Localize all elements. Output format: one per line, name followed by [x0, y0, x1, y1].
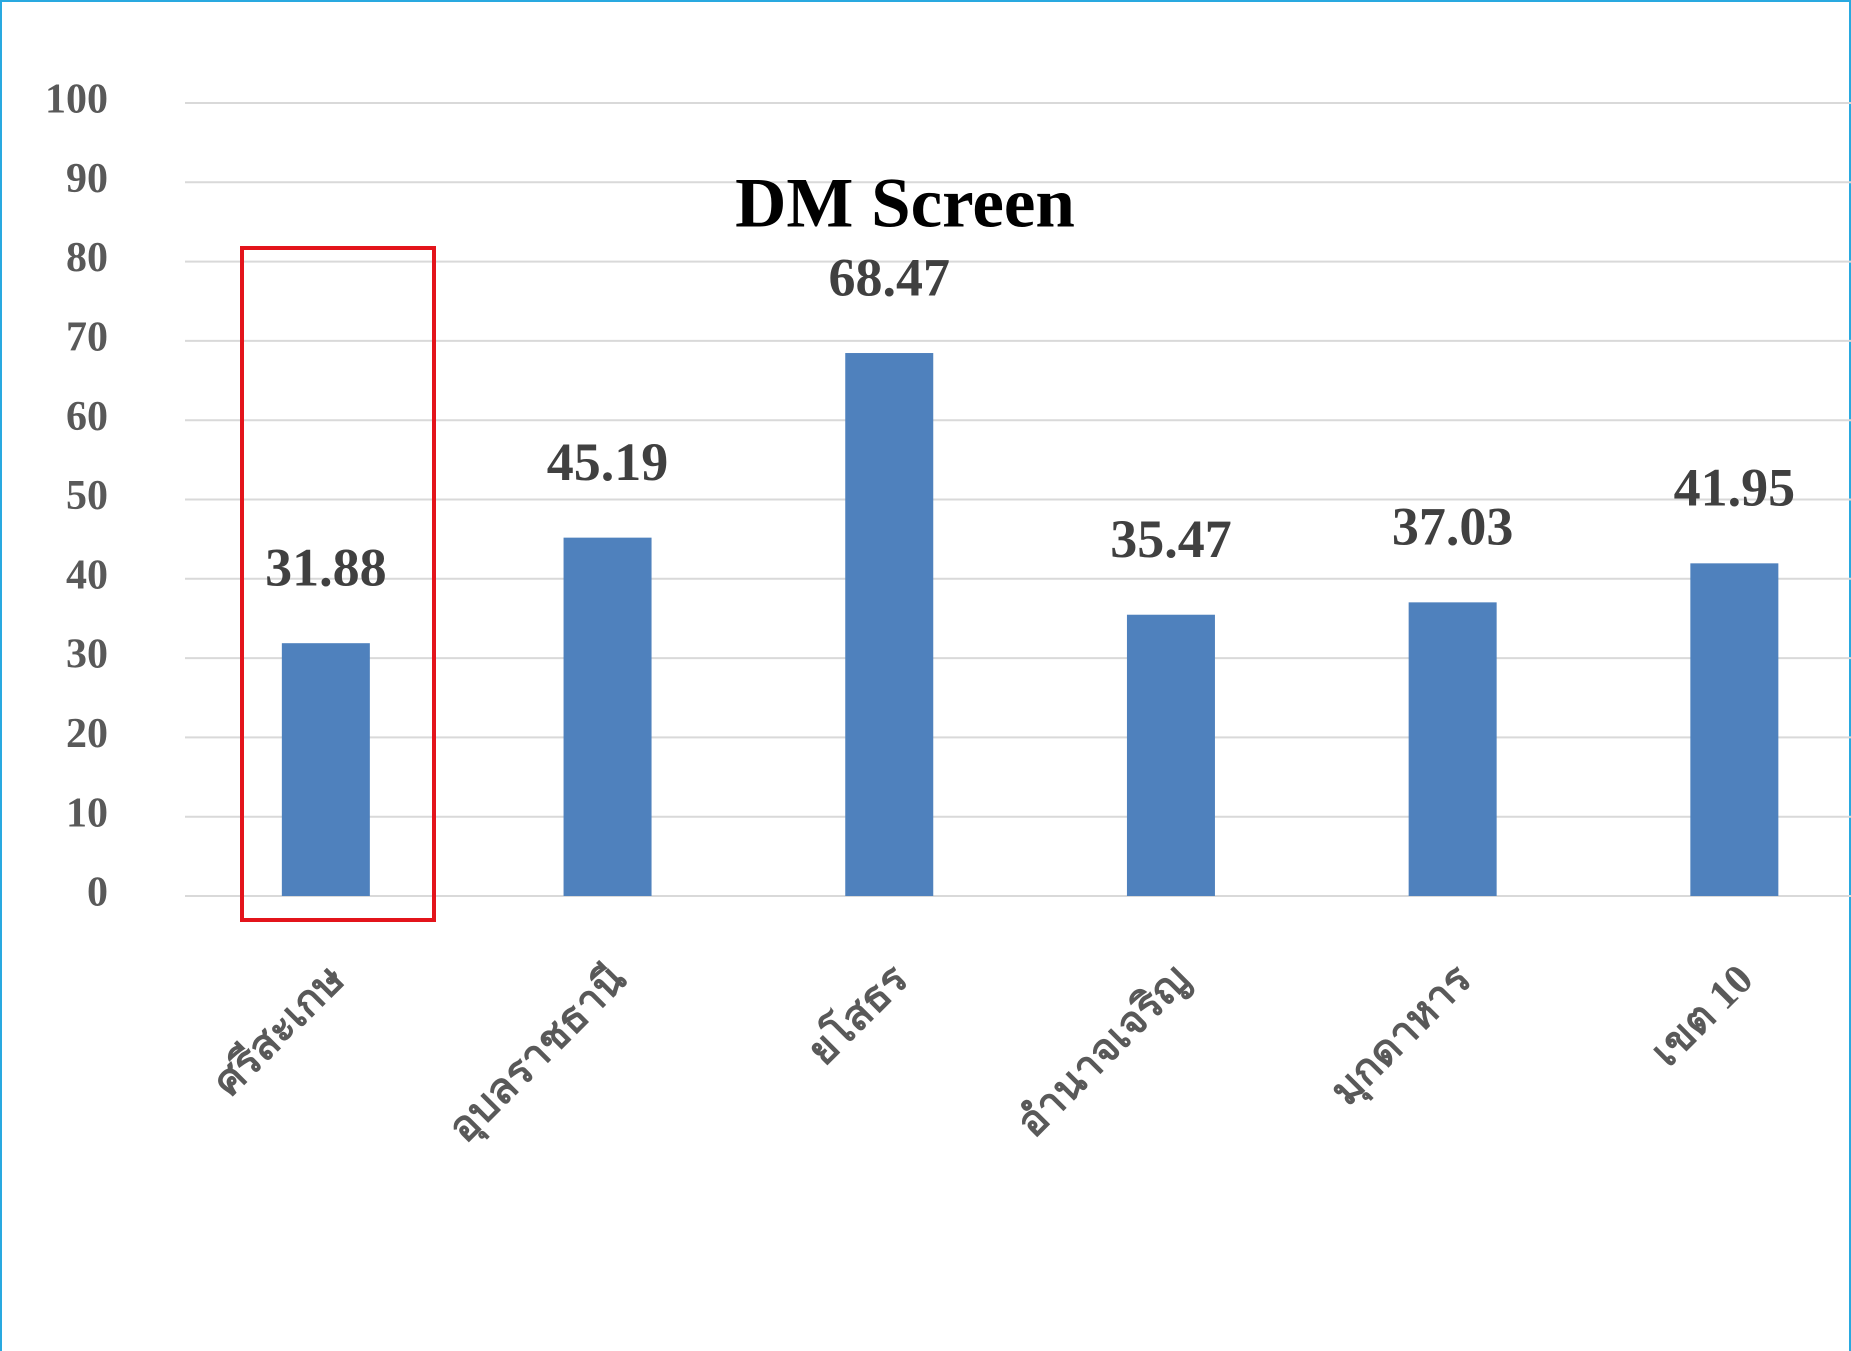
- x-tick-label: ศรีสะเกษ: [204, 956, 354, 1106]
- highlight-box: [240, 246, 436, 922]
- value-label: 68.47: [829, 247, 951, 307]
- y-tick-label: 0: [87, 870, 108, 916]
- y-tick-label: 10: [66, 790, 108, 836]
- y-tick-label: 40: [66, 552, 108, 598]
- chart-title: DM Screen: [735, 164, 1075, 242]
- y-tick-label: 30: [66, 632, 108, 678]
- x-tick-label: อำนาจเจริญ: [1009, 956, 1200, 1147]
- x-tick-label: มุกดาหาร: [1322, 956, 1482, 1116]
- y-tick-label: 60: [66, 394, 108, 440]
- value-label: 35.47: [1110, 509, 1232, 569]
- bar: [563, 537, 652, 896]
- value-label: 41.95: [1674, 458, 1796, 518]
- grid: 0 10 20 30 40 50 60 70 80 90 100: [45, 77, 1851, 916]
- bar: [1126, 614, 1215, 896]
- x-tick-label: อุบลราชธานี: [439, 955, 637, 1153]
- x-tick-label: เขต 10: [1643, 956, 1762, 1075]
- y-tick-label: 50: [66, 473, 108, 519]
- value-label: 45.19: [547, 432, 669, 492]
- y-tick-label: 90: [66, 156, 108, 202]
- y-tick-label: 20: [66, 711, 108, 757]
- y-tick-label: 80: [66, 235, 108, 281]
- bar: [1408, 602, 1497, 896]
- value-label: 31.88: [265, 538, 387, 598]
- marks: ศรีสะเกษ 31.88 อุบลราชธานี 45.19 ยโสธร 68.47 อ…: [204, 247, 1795, 1153]
- x-tick-label: ยโสธร: [797, 954, 918, 1075]
- y-tick-label: 70: [66, 315, 108, 361]
- bar: [281, 643, 370, 896]
- bar: [1690, 563, 1779, 896]
- bar: [845, 353, 934, 896]
- y-tick-label: 100: [45, 77, 108, 123]
- value-label: 37.03: [1392, 497, 1514, 557]
